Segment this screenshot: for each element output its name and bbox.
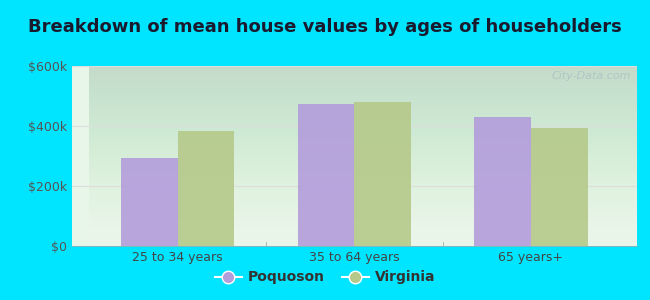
Bar [177, 130, 234, 246]
Bar [121, 158, 177, 246]
Legend: Poquoson, Virginia: Poquoson, Virginia [209, 265, 441, 290]
Bar [298, 103, 354, 246]
Bar [531, 128, 588, 246]
Bar [474, 117, 531, 246]
Text: Breakdown of mean house values by ages of householders: Breakdown of mean house values by ages o… [28, 18, 622, 36]
Text: City-Data.com: City-Data.com [552, 71, 631, 81]
Bar [354, 102, 411, 246]
